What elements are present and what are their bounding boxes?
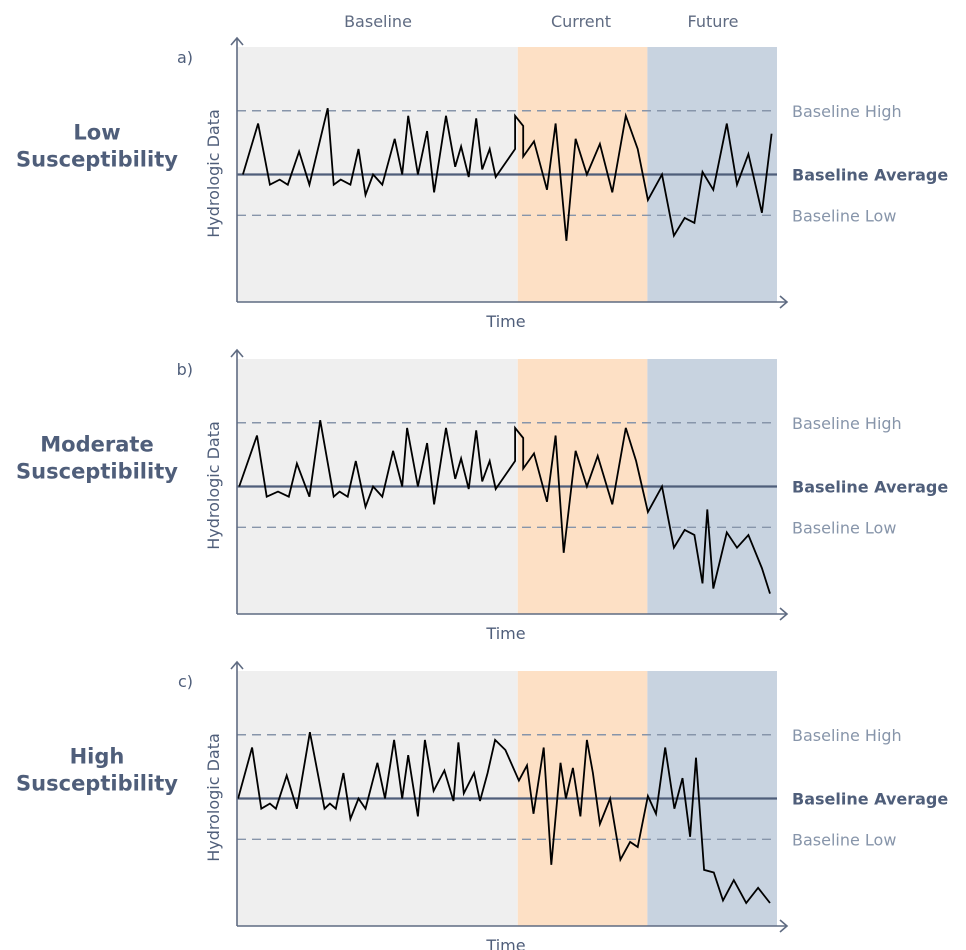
data-series-line — [238, 420, 771, 594]
x-axis-arrow — [779, 295, 789, 309]
panel-letter: a) — [177, 48, 193, 67]
panel-0: Baseline High Baseline Average Baseline Lo… — [16, 36, 948, 331]
reference-label-baseline-average: Baseline Average — [792, 478, 948, 497]
y-axis-label: Hydrologic Data — [204, 421, 223, 550]
y-axis-label: Hydrologic Data — [204, 733, 223, 862]
x-axis-arrow — [779, 919, 789, 933]
data-series-line — [242, 107, 773, 241]
y-axis-arrow — [230, 660, 244, 670]
period-label-future: Future — [688, 12, 739, 31]
reference-label-baseline-low: Baseline Low — [792, 518, 896, 537]
row-label-line-1: High — [70, 745, 125, 769]
row-label-line-2: Susceptibility — [16, 148, 178, 172]
y-axis-arrow — [230, 348, 244, 358]
panel-2: Baseline High Baseline Average Baseline Lo… — [16, 660, 948, 950]
panel-1: Baseline High Baseline Average Baseline Lo… — [16, 348, 948, 643]
y-axis-label: Hydrologic Data — [204, 109, 223, 238]
panels: Baseline High Baseline Average Baseline Lo… — [16, 36, 948, 950]
row-label-line-2: Susceptibility — [16, 772, 178, 796]
y-axis-arrow — [230, 36, 244, 46]
row-label-line-1: Moderate — [40, 433, 153, 457]
panel-letter: b) — [177, 360, 193, 379]
reference-label-baseline-high: Baseline High — [792, 414, 902, 433]
panel-letter: c) — [178, 672, 193, 691]
reference-label-baseline-average: Baseline Average — [792, 790, 948, 809]
x-axis-label: Time — [485, 312, 525, 331]
period-label-baseline: Baseline — [344, 12, 412, 31]
row-label-line-2: Susceptibility — [16, 460, 178, 484]
x-axis-label: Time — [485, 624, 525, 643]
reference-label-baseline-low: Baseline Low — [792, 830, 896, 849]
row-label-line-1: Low — [73, 121, 120, 145]
period-label-current: Current — [551, 12, 611, 31]
reference-label-baseline-high: Baseline High — [792, 102, 902, 121]
reference-label-baseline-average: Baseline Average — [792, 166, 948, 185]
x-axis-label: Time — [485, 936, 525, 950]
reference-label-baseline-low: Baseline Low — [792, 206, 896, 225]
data-series-line — [237, 732, 771, 905]
x-axis-arrow — [779, 607, 789, 621]
reference-label-baseline-high: Baseline High — [792, 726, 902, 745]
